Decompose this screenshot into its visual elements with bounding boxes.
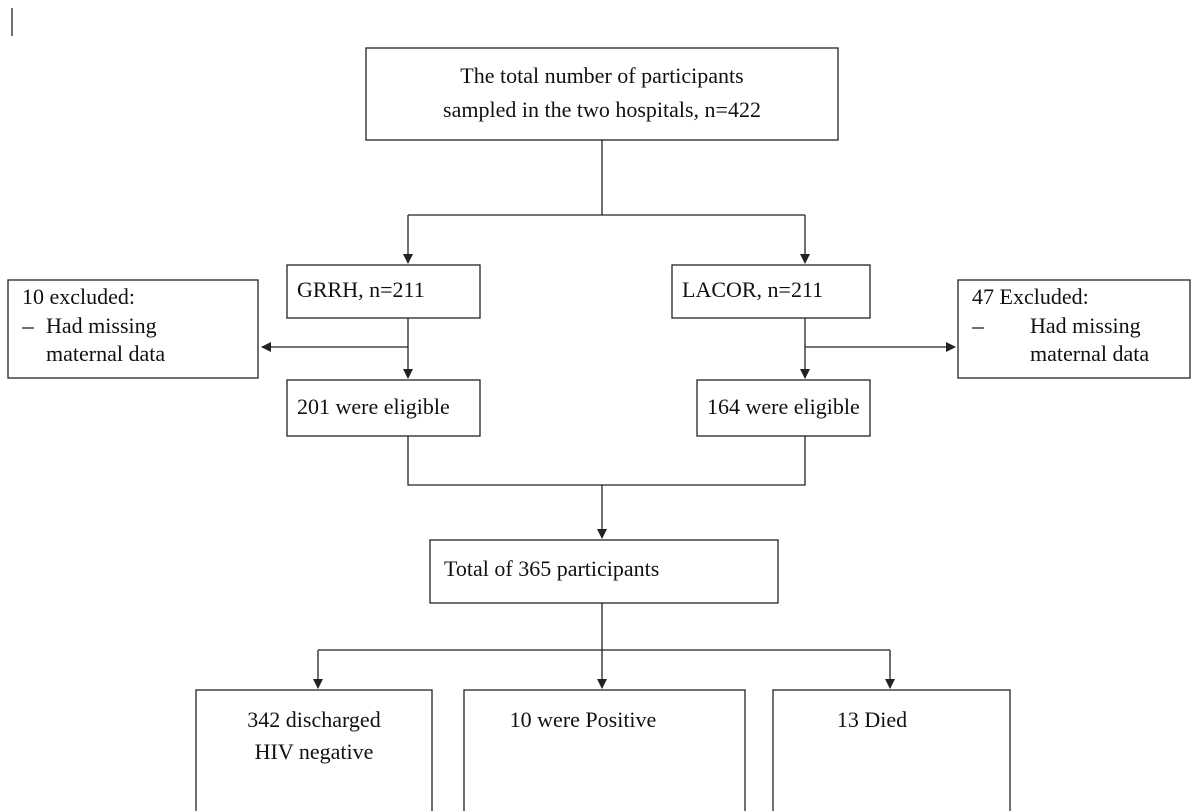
node-label: The total number of participants	[460, 63, 743, 88]
node-label: 10 were Positive	[510, 707, 657, 732]
node-label: HIV negative	[255, 739, 374, 764]
exclusion-item: maternal data	[1030, 341, 1149, 366]
exclusion-item: maternal data	[46, 341, 165, 366]
exclusion-box	[7, 279, 259, 379]
node-label: 13 Died	[837, 707, 907, 732]
exclusion-item: Had missing	[46, 313, 157, 338]
node-box	[286, 264, 481, 319]
node-label: 164 were eligible	[707, 394, 860, 419]
node-label: LACOR, n=211	[682, 277, 823, 302]
node-label: 342 discharged	[247, 707, 380, 732]
node-box	[195, 689, 433, 811]
node-box	[429, 539, 779, 604]
node-box	[463, 689, 746, 811]
node-label: Total of 365 participants	[444, 556, 659, 581]
node-box	[671, 264, 871, 319]
exclusion-item: Had missing	[1030, 313, 1141, 338]
node-box	[365, 47, 839, 141]
node-label: 201 were eligible	[297, 394, 450, 419]
exclusion-box	[957, 279, 1191, 379]
exclusion-heading: 47 Excluded:	[972, 284, 1089, 309]
connectors	[261, 140, 956, 689]
node-label: sampled in the two hospitals, n=422	[443, 97, 761, 122]
exclusion-heading: 10 excluded:	[22, 284, 135, 309]
node-box	[696, 379, 871, 437]
node-box	[772, 689, 1011, 811]
node-box	[286, 379, 481, 437]
node-label: GRRH, n=211	[297, 277, 425, 302]
